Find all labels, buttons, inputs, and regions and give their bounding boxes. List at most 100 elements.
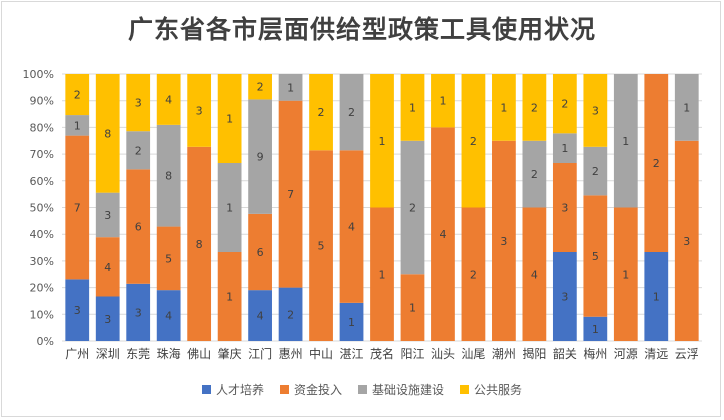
bar-segment [248, 213, 272, 291]
bar-segment [248, 99, 272, 214]
y-tick-label: 80% [30, 121, 54, 134]
data-label: 4 [165, 310, 172, 323]
x-tick-label: 韶关 [553, 346, 577, 361]
bar-segment [156, 124, 181, 227]
bar-segment [431, 74, 455, 128]
legend-label: 公共服务 [474, 383, 523, 397]
bar-segment [583, 146, 608, 196]
data-label: 3 [104, 313, 111, 326]
data-label: 1 [379, 268, 386, 281]
bar-segment [400, 140, 425, 275]
bar-segment [492, 74, 516, 141]
data-label: 7 [287, 188, 294, 201]
bar-segment [522, 140, 547, 208]
data-labels: 3 7 1 2 3 4 3 8 3 6 2 3 4 5 8 4 8 3 1 1 1 4 6 9 2 2 7 1 5 2 1 4 2 1 1 1 2 1 4 1… [74, 81, 691, 336]
data-label: 1 [683, 101, 690, 114]
axis-labels: 0% 10% 20% 30% 40% 50% 60% 70% 80% 90% 100% 广州 深圳 东莞珠… [23, 68, 699, 361]
bar-segment [370, 207, 394, 341]
data-label: 4 [439, 228, 446, 241]
bar-segment [248, 74, 272, 100]
y-tick-label: 70% [30, 148, 54, 161]
y-tick-label: 40% [30, 228, 54, 241]
x-tick-label: 珠海 [157, 346, 181, 361]
bar-segment [552, 163, 577, 252]
data-label: 2 [318, 106, 325, 119]
x-tick-label: 揭阳 [522, 346, 546, 361]
data-label: 1 [622, 268, 629, 281]
bar-segment [217, 252, 242, 341]
x-tick-label: 惠州 [279, 347, 303, 361]
bar-segment [674, 140, 699, 341]
legend-swatch [279, 385, 289, 394]
bar-segment [400, 74, 425, 141]
bar-segment [644, 252, 669, 341]
x-tick-label: 东莞 [126, 347, 150, 361]
bar-segment [309, 74, 333, 151]
bar-segment [95, 192, 120, 238]
bar-segment [552, 252, 577, 341]
data-label: 2 [74, 89, 81, 102]
data-label: 5 [592, 250, 599, 263]
data-label: 1 [226, 202, 233, 215]
legend-label: 人才培养 [215, 383, 264, 397]
data-label: 1 [226, 113, 233, 126]
bar-segment [65, 135, 90, 280]
data-label: 2 [531, 168, 538, 181]
bar-segment [156, 226, 181, 291]
x-tick-label: 清远 [644, 347, 668, 361]
bar-segment [156, 74, 181, 125]
legend-swatch [201, 385, 211, 394]
data-label: 3 [561, 291, 568, 304]
legend-item: 基础设施建设 [358, 381, 444, 398]
data-label: 1 [500, 101, 507, 114]
data-label: 1 [409, 302, 416, 315]
x-tick-label: 汕头 [431, 347, 455, 361]
data-label: 2 [409, 202, 416, 215]
bar-segment [583, 74, 608, 147]
x-tick-label: 河源 [614, 347, 638, 361]
x-tick-label: 江门 [248, 346, 272, 361]
legend-item: 人才培养 [201, 381, 264, 398]
legend: 人才培养 资金投入 基础设施建设 公共服务 [0, 381, 724, 398]
bar-segment [126, 74, 151, 132]
bar-segment [674, 74, 699, 141]
data-label: 1 [348, 316, 355, 329]
x-tick-label: 汕尾 [461, 347, 485, 361]
y-tick-label: 10% [30, 308, 54, 321]
data-label: 4 [531, 268, 538, 281]
data-label: 5 [165, 252, 172, 265]
data-label: 2 [561, 98, 568, 111]
data-label: 3 [135, 97, 142, 110]
y-tick-label: 50% [30, 202, 54, 215]
bar-segment [461, 207, 486, 341]
bar-segment [65, 115, 90, 136]
bar-segment [613, 207, 638, 341]
bar-segment [126, 131, 151, 170]
data-label: 2 [348, 106, 355, 119]
y-tick-label: 30% [30, 255, 54, 268]
legend-label: 基础设施建设 [372, 383, 445, 397]
bar-segment [431, 127, 455, 342]
data-label: 1 [409, 101, 416, 114]
data-label: 8 [196, 238, 203, 251]
x-tick-label: 潮州 [492, 346, 516, 361]
x-tick-label: 广州 [65, 347, 89, 361]
bar-segment [370, 74, 394, 208]
x-tick-label: 茂名 [370, 346, 394, 361]
data-label: 1 [226, 291, 233, 304]
bar-segment [583, 316, 608, 341]
bar-segment [522, 207, 547, 341]
bar-segment [126, 169, 151, 284]
bar-segment [552, 74, 577, 134]
x-tick-label: 深圳 [96, 347, 120, 361]
data-label: 3 [196, 104, 203, 117]
y-tick-label: 0% [37, 335, 54, 348]
data-label: 6 [257, 246, 264, 259]
legend-item: 公共服务 [460, 381, 522, 398]
chart-title: 广东省各市层面供给型政策工具使用状况 [127, 15, 596, 44]
data-label: 2 [531, 101, 538, 114]
bar-segment [613, 74, 638, 208]
bar-segment [583, 195, 608, 317]
bar-segment [187, 146, 212, 341]
data-label: 3 [74, 304, 81, 317]
